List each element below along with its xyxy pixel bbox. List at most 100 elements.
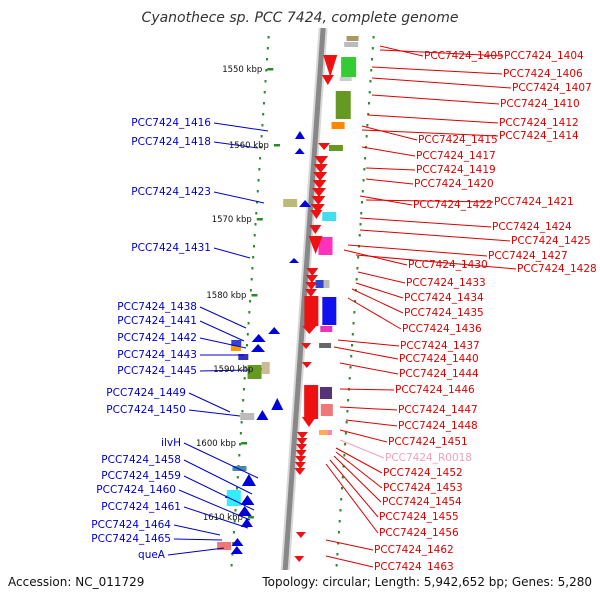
tick-dot-right xyxy=(368,91,371,94)
tick-dot-right xyxy=(340,498,343,501)
gene-label-right: PCC7424_1456 xyxy=(379,527,459,539)
tick-dot-left xyxy=(252,245,255,248)
gene-arrow xyxy=(240,495,255,505)
label-line xyxy=(365,167,416,171)
label-line xyxy=(213,141,259,149)
gene-label-right: PCC7424_1435 xyxy=(404,307,484,319)
label-line xyxy=(361,129,499,137)
gene-label-right: PCC7424_1414 xyxy=(499,130,579,142)
label-line xyxy=(183,506,249,529)
tick-dot-left xyxy=(246,333,249,336)
kbp-label: 1570 kbp xyxy=(212,215,252,225)
tick-dot-left xyxy=(234,509,237,512)
tick-dot-left xyxy=(249,289,252,292)
gene-label-left: queA xyxy=(138,549,166,561)
label-line xyxy=(345,419,398,427)
label-line xyxy=(359,229,511,242)
tick-dot-left xyxy=(263,91,266,94)
gene-label-left: PCC7424_1459 xyxy=(101,470,181,482)
gene-block xyxy=(344,42,359,47)
label-line xyxy=(365,199,494,203)
gene-arrow xyxy=(310,210,323,219)
gene-block xyxy=(346,36,359,41)
tick-dot-left xyxy=(254,223,257,226)
gene-block xyxy=(231,340,242,346)
gene-label-left: PCC7424_1431 xyxy=(131,242,211,254)
gene-arrow xyxy=(295,450,307,457)
tick-dot-left xyxy=(257,179,260,182)
gene-arrow xyxy=(311,188,326,197)
major-tick xyxy=(241,442,248,445)
label-line xyxy=(335,451,383,489)
gene-label-right: PCC7424_1425 xyxy=(511,235,591,247)
gene-label-left: PCC7424_1450 xyxy=(106,404,186,416)
tick-dot-right xyxy=(339,509,342,512)
gene-arrow xyxy=(294,148,305,154)
tick-dot-left xyxy=(251,267,254,270)
tick-dot-right xyxy=(351,333,354,336)
gene-arrow xyxy=(294,468,306,475)
label-line xyxy=(355,254,517,270)
label-line xyxy=(325,463,379,534)
gene-label-right: PCC7424_1428 xyxy=(517,263,597,275)
gene-arrow xyxy=(312,180,327,189)
tick-dot-left xyxy=(256,201,259,204)
tick-dot-right xyxy=(361,201,364,204)
gene-arrow xyxy=(294,131,305,139)
tick-dot-right xyxy=(342,465,345,468)
tick-dot-left xyxy=(241,410,244,413)
tick-dot-right xyxy=(367,102,370,105)
topology-text: Topology: circular; Length: 5,942,652 bp… xyxy=(261,575,592,589)
label-line xyxy=(329,459,379,518)
label-line xyxy=(347,244,488,257)
tick-dot-right xyxy=(354,289,357,292)
tick-dot-left xyxy=(248,311,251,314)
gene-label-right: PCC7424_1444 xyxy=(399,368,479,380)
tick-dot-right xyxy=(358,234,361,237)
gene-arrow xyxy=(296,444,308,451)
label-line xyxy=(173,538,223,541)
gene-label-right: PCC7424_1454 xyxy=(382,496,462,508)
gene-block xyxy=(320,326,333,332)
gene-block xyxy=(261,362,270,374)
gene-label-right: PCC7424_1417 xyxy=(416,150,496,162)
gene-label-right: PCC7424_1436 xyxy=(402,323,482,335)
tick-dot-left xyxy=(266,47,269,50)
tick-dot-left xyxy=(253,234,256,237)
tick-dot-left xyxy=(239,432,242,435)
gene-arrow xyxy=(230,546,243,554)
label-line xyxy=(199,369,251,372)
gene-arrow xyxy=(308,236,323,254)
gene-arrow xyxy=(310,204,325,213)
gene-arrow xyxy=(237,506,252,516)
gene-label-right: PCC7424_1420 xyxy=(414,178,494,190)
tick-dot-left xyxy=(266,58,269,61)
gene-label-right: PCC7424_1455 xyxy=(379,511,459,523)
tick-dot-left xyxy=(242,399,245,402)
label-line xyxy=(213,247,251,259)
gene-arrow xyxy=(301,343,312,349)
gene-arrow xyxy=(289,258,300,263)
gene-block xyxy=(320,387,333,399)
gene-label-right: PCC7424_1453 xyxy=(383,482,463,494)
label-line xyxy=(371,94,500,105)
gene-arrow xyxy=(299,200,312,207)
tick-dot-left xyxy=(242,388,245,391)
tick-dot-left xyxy=(258,168,261,171)
gene-label-right: PCC7424_1404 xyxy=(504,50,584,62)
tick-dot-left xyxy=(240,421,243,424)
gene-label-left: PCC7424_1465 xyxy=(91,533,171,545)
label-line xyxy=(339,406,398,411)
gene-arrow xyxy=(309,225,322,234)
gene-block xyxy=(322,297,337,325)
gene-label-left: PCC7424_1438 xyxy=(117,301,197,313)
gene-label-left: PCC7424_1449 xyxy=(106,387,186,399)
tick-dot-left xyxy=(232,542,235,545)
tick-dot-left xyxy=(239,443,242,446)
label-line xyxy=(178,489,251,521)
label-line xyxy=(213,191,265,204)
kbp-label: 1550 kbp xyxy=(222,65,262,75)
gene-arrow xyxy=(251,344,266,352)
gene-block xyxy=(217,542,232,550)
gene-block xyxy=(323,280,330,288)
